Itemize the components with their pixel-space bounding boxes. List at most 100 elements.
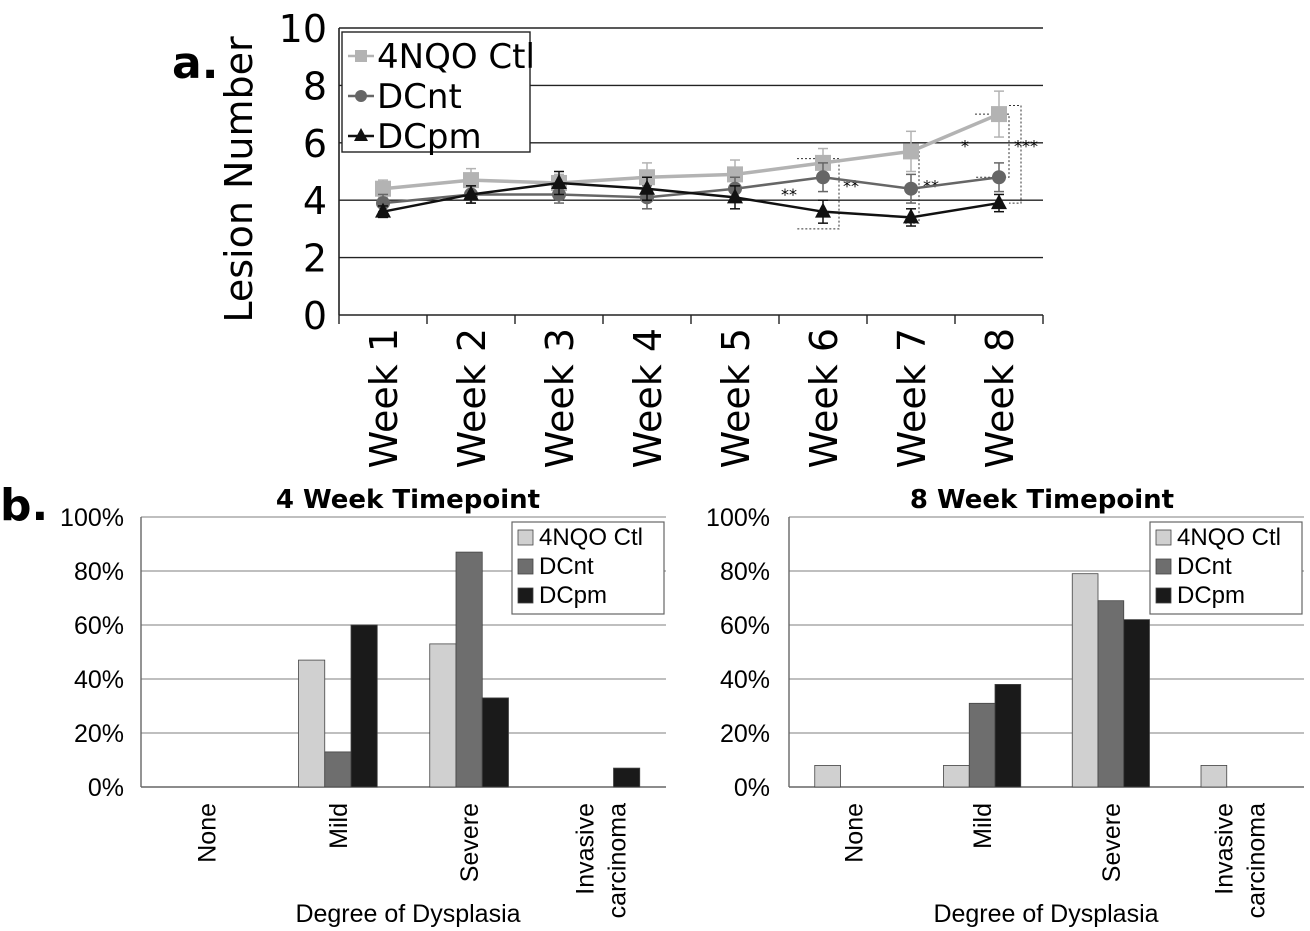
a-data-point — [463, 172, 479, 189]
a-y-tick-label: 6 — [303, 122, 327, 166]
a-significance-bracket — [1009, 104, 1022, 204]
x-axis-label: Degree of Dysplasia — [295, 900, 520, 928]
y-tick-label: 40% — [74, 666, 124, 694]
a-y-tick-label: 2 — [303, 237, 327, 281]
panel-a-label: a. — [172, 38, 218, 89]
a-data-point — [992, 170, 1006, 185]
a-data-point — [463, 185, 479, 201]
y-tick-label: 0% — [734, 774, 770, 802]
a-legend-marker — [355, 90, 367, 102]
x-tick-label: Severe — [1098, 803, 1126, 882]
a-significance-annotation: * — [961, 136, 969, 155]
a-legend-label: DCnt — [377, 77, 462, 117]
y-tick-label: 20% — [74, 720, 124, 748]
bar — [298, 659, 326, 788]
legend-swatch — [1155, 587, 1172, 604]
a-data-point — [991, 106, 1007, 123]
bar — [481, 697, 509, 788]
a-series-line-dcpm — [382, 181, 1000, 219]
legend-label: DCnt — [1177, 553, 1232, 580]
a-y-tick-label: 0 — [303, 294, 327, 338]
y-tick-label: 60% — [74, 612, 124, 640]
a-x-tick-label: Week 3 — [538, 328, 582, 468]
bar — [1097, 600, 1125, 788]
x-tick-label: Severe — [456, 803, 484, 882]
a-x-tick-label: Week 7 — [890, 328, 934, 468]
bar — [1123, 619, 1150, 788]
a-data-point — [903, 208, 919, 224]
x-tick-label: Mild — [325, 803, 353, 849]
a-data-point — [816, 170, 830, 185]
a-data-point — [727, 166, 743, 183]
a-x-tick-label: Week 4 — [626, 328, 670, 468]
x-tick-label: carcinoma — [603, 803, 631, 918]
panel-b-label: b. — [0, 480, 48, 531]
legend-box — [1149, 521, 1303, 615]
bar — [1071, 573, 1099, 788]
legend-label: 4NQO Ctl — [539, 524, 643, 551]
a-series-line-4nqo-ctl — [382, 112, 1000, 191]
legend-box — [511, 521, 665, 615]
bar — [350, 624, 378, 788]
y-tick-label: 60% — [720, 612, 770, 640]
x-tick-label: Invasive — [571, 803, 599, 895]
four-week-bar-chart: 4 Week Timepoint 0% 20% 40% 60% 80% 100% None Mi… — [60, 485, 666, 928]
y-tick-label: 100% — [60, 504, 124, 532]
legend-swatch — [517, 558, 534, 575]
legend-swatch — [517, 587, 534, 604]
legend-swatch — [1155, 529, 1172, 546]
y-tick-label: 0% — [88, 774, 124, 802]
legend-label: 4NQO Ctl — [1177, 524, 1281, 551]
chart-title: 8 Week Timepoint — [910, 485, 1174, 515]
a-data-point — [375, 202, 391, 218]
a-legend-box — [341, 31, 531, 153]
lesion-number-line-chart: 0 2 4 6 8 10 Lesion Number Week 1 Week 2 Week 3 We… — [217, 7, 1044, 468]
legend-label: DCpm — [539, 582, 607, 609]
a-x-tick-label: Week 1 — [362, 328, 406, 468]
bar — [1200, 765, 1228, 788]
x-tick-label: None — [194, 803, 222, 863]
a-data-point — [375, 180, 391, 197]
a-data-point — [904, 181, 918, 196]
a-significance-annotation: *** — [1014, 136, 1038, 155]
legend-label: DCpm — [1177, 582, 1245, 609]
x-tick-label: Mild — [969, 803, 997, 849]
a-data-point — [727, 188, 743, 204]
a-legend-label: 4NQO Ctl — [377, 37, 535, 77]
bar — [814, 765, 841, 788]
a-data-point — [991, 194, 1007, 210]
bar — [994, 684, 1022, 788]
bar — [613, 767, 641, 788]
a-x-tick-label: Week 2 — [450, 328, 494, 468]
a-data-point — [551, 173, 567, 189]
x-tick-label: carcinoma — [1243, 803, 1271, 918]
chart-title: 4 Week Timepoint — [276, 485, 540, 515]
y-tick-label: 80% — [74, 558, 124, 586]
legend-label: DCnt — [539, 553, 594, 580]
a-x-tick-label: Week 6 — [802, 328, 846, 468]
a-y-axis-label: Lesion Number — [217, 36, 261, 323]
a-legend-marker — [355, 50, 367, 62]
a-x-tick-label: Week 8 — [978, 328, 1022, 468]
bar — [968, 702, 996, 788]
y-tick-label: 100% — [706, 504, 770, 532]
a-significance-annotation: ** — [781, 185, 797, 204]
x-tick-label: None — [840, 803, 868, 863]
bar — [455, 551, 483, 788]
a-y-tick-label: 4 — [303, 179, 327, 223]
legend-swatch — [517, 529, 534, 546]
eight-week-bar-chart: 8 Week Timepoint 0% 20% 40% 60% 80% 100% None Mi… — [706, 485, 1304, 928]
bar — [943, 765, 970, 788]
a-data-point — [815, 202, 831, 218]
a-data-point — [903, 143, 919, 160]
legend-swatch — [1155, 558, 1172, 575]
x-tick-label: Invasive — [1211, 803, 1239, 895]
a-x-tick-label: Week 5 — [714, 328, 758, 468]
a-y-tick-label: 8 — [303, 64, 327, 108]
bar — [429, 643, 457, 788]
a-data-point — [639, 179, 655, 195]
